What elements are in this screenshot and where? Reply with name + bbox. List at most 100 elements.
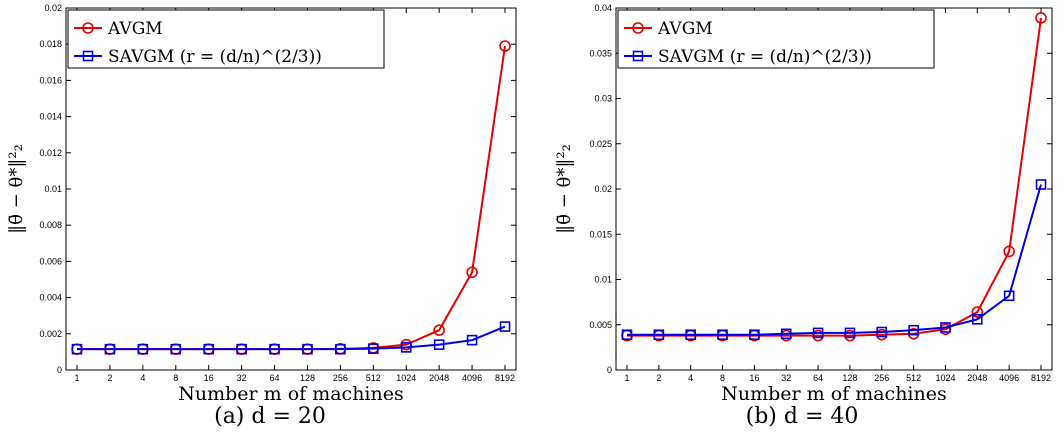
data-point (137, 343, 149, 355)
y-tick-label: 0.03 (594, 94, 612, 104)
legend-label: AVGM (107, 19, 163, 39)
data-point (400, 342, 412, 353)
x-tick-label: 1 (74, 373, 79, 383)
x-tick-label: 64 (813, 373, 823, 383)
data-point (269, 343, 280, 355)
x-tick-label: 32 (781, 373, 791, 383)
data-point (717, 329, 728, 341)
y-tick-label: 0.014 (39, 112, 62, 122)
x-tick-label: 8 (720, 373, 725, 383)
x-tick-label: 1024 (935, 373, 955, 383)
x-tick-label: 1024 (396, 373, 416, 383)
x-axis-label: Number m of machines (721, 383, 947, 400)
x-tick-label: 128 (842, 373, 857, 383)
x-tick-label: 4096 (999, 373, 1019, 383)
x-tick-label: 8192 (1031, 373, 1051, 383)
y-tick-label: 0.006 (39, 256, 62, 266)
y-tick-label: 0.012 (39, 148, 62, 158)
data-point (971, 306, 984, 318)
series-line-1 (627, 184, 1042, 336)
x-tick-label: 64 (270, 373, 280, 383)
y-tick-label: 0 (607, 365, 612, 375)
data-point (685, 329, 696, 341)
x-tick-label: 8192 (495, 373, 515, 383)
x-tick-label: 2 (107, 373, 112, 383)
y-tick-label: 0.02 (44, 3, 62, 13)
y-tick-label: 0.004 (39, 293, 62, 303)
x-tick-label: 32 (237, 373, 247, 383)
data-point (1003, 245, 1015, 258)
data-point (1035, 12, 1047, 24)
x-tick-label: 4 (140, 373, 145, 383)
y-tick-label: 0.035 (589, 48, 612, 58)
series-line-1 (77, 325, 506, 351)
chart-a: 0 0.002 0.004 0.006 0.008 0.01 0.012 0.014 0.016… (6, 3, 517, 405)
x-tick-label: 16 (204, 373, 214, 383)
x-axis-label: Number m of machines (178, 383, 404, 400)
y-tick-label: 0.008 (39, 220, 62, 230)
data-point (170, 343, 182, 355)
x-tick-label: 512 (366, 373, 381, 383)
data-point (499, 321, 511, 332)
y-tick-label: 0 (57, 365, 62, 375)
x-tick-label: 2 (656, 373, 661, 383)
x-tick-label: 256 (333, 373, 348, 383)
y-tick-label: 0.01 (594, 275, 612, 285)
legend-marker (632, 22, 644, 34)
legend-label: SAVGM (r = (d/n)^(2/3)) (658, 47, 872, 67)
legend-marker (82, 50, 94, 62)
y-tick-label: 0.002 (39, 329, 62, 339)
panel-b: 0 0.005 0.01 0.015 0.02 0.025 0.03 0.035 0.04 1 2 4… (540, 0, 1064, 444)
panel-a: 0 0.002 0.004 0.006 0.008 0.01 0.012 0.014 0.016… (6, 3, 517, 429)
data-point (621, 329, 633, 341)
y-axis-label: ‖θ̄ − θ*‖²₂ (6, 144, 27, 234)
data-point (499, 40, 511, 52)
x-tick-label: 4096 (462, 373, 482, 383)
data-point (203, 343, 214, 355)
data-point (466, 266, 478, 279)
x-tick-label: 8 (173, 373, 178, 383)
data-point (653, 329, 665, 341)
legend (67, 9, 385, 69)
x-tick-label: 2048 (967, 373, 987, 383)
y-tick-label: 0.015 (589, 229, 612, 239)
y-tick-label: 0.018 (39, 39, 62, 49)
data-point (749, 329, 760, 341)
legend-marker (632, 50, 644, 62)
caption-b: (b) d = 40 (745, 404, 859, 429)
legend (617, 9, 935, 69)
x-tick-label: 256 (874, 373, 889, 383)
y-tick-label: 0.005 (589, 320, 612, 330)
x-tick-label: 4 (688, 373, 693, 383)
y-tick-label: 0.04 (594, 3, 612, 13)
data-point (368, 343, 379, 354)
data-point (812, 327, 824, 339)
x-tick-label: 128 (300, 373, 315, 383)
data-point (302, 343, 313, 355)
x-tick-label: 512 (906, 373, 921, 383)
data-point (972, 314, 983, 325)
y-tick-label: 0.016 (39, 75, 62, 85)
data-point (780, 328, 792, 340)
caption-a: (a) d = 20 (214, 404, 326, 429)
legend-marker (82, 22, 94, 34)
data-point (236, 343, 247, 355)
x-tick-label: 2048 (429, 373, 449, 383)
legend-label: AVGM (657, 19, 713, 39)
y-tick-label: 0.025 (589, 139, 612, 149)
data-point (104, 343, 116, 355)
legend-label: SAVGM (r = (d/n)^(2/3)) (108, 47, 322, 67)
x-tick-label: 1 (624, 373, 629, 383)
data-point (1003, 290, 1015, 302)
data-point (433, 324, 445, 336)
data-point (335, 343, 346, 355)
data-point (466, 334, 478, 346)
series-line-0 (77, 45, 506, 351)
data-point (876, 326, 888, 338)
data-point (71, 343, 83, 355)
x-tick-label: 16 (749, 373, 759, 383)
y-tick-label: 0.02 (594, 184, 612, 194)
y-tick-label: 0.01 (44, 184, 62, 194)
chart-b: 0 0.005 0.01 0.015 0.02 0.025 0.03 0.035 0.04 1 2 4… (554, 3, 1053, 405)
data-point (844, 327, 856, 339)
